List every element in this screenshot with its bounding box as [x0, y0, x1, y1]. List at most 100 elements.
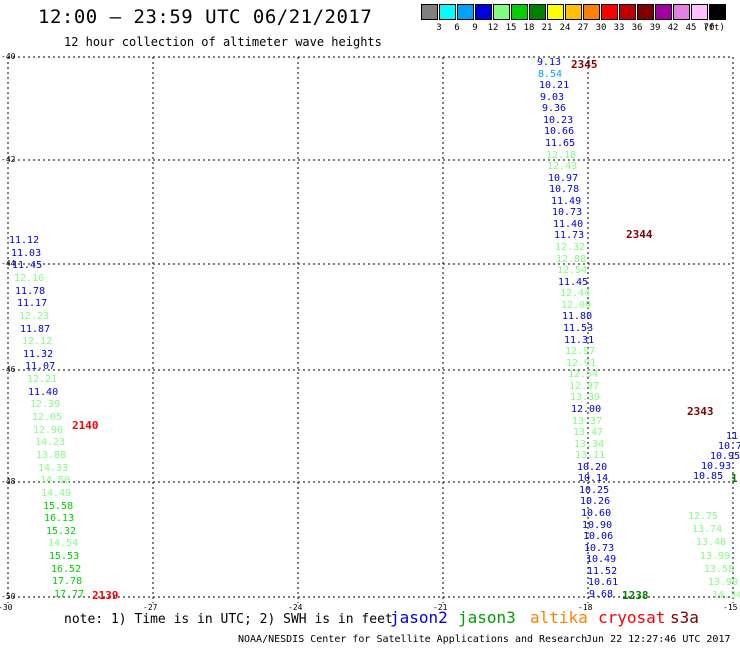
- swh-value: 11.87: [20, 324, 51, 335]
- legend-swatch: [529, 4, 546, 20]
- map-subtitle: 12 hour collection of altimeter wave hei…: [64, 35, 382, 49]
- swh-value: 11.40: [28, 387, 59, 398]
- swh-value: 13.48: [696, 537, 727, 548]
- swh-value: 11.49: [551, 196, 582, 207]
- legend-swatch: [565, 4, 582, 20]
- legend-swatch: [493, 4, 510, 20]
- legend-label: 45: [685, 23, 697, 33]
- swh-value: 13.34: [574, 439, 605, 450]
- legend-swatch: [511, 4, 528, 20]
- swh-value: 9.13: [537, 57, 562, 68]
- legend-label: 33: [613, 23, 625, 33]
- swh-value: 10.73: [552, 207, 583, 218]
- swh-value: 10.23: [543, 115, 574, 126]
- swh-value: 12.18: [546, 150, 577, 161]
- swh-value: 13.37: [572, 416, 603, 427]
- swh-value: 11.52: [587, 566, 618, 577]
- swh-value: 14.54: [48, 538, 79, 549]
- swh-value: 14.50: [40, 475, 71, 486]
- pass-time-label: 2344: [626, 228, 653, 241]
- swh-value: 13.99: [700, 551, 731, 562]
- swh-value: 9.36: [542, 103, 567, 114]
- swh-value: 8.54: [538, 69, 563, 80]
- swh-value: 15.58: [43, 501, 74, 512]
- swh-value: 10.26: [580, 496, 611, 507]
- swh-value: 10.60: [581, 508, 612, 519]
- swh-value: 11.12: [9, 235, 40, 246]
- swh-value: 14.34: [712, 590, 740, 601]
- swh-value: 12.16: [14, 273, 45, 284]
- footer-note: note: 1) Time is in UTC; 2) SWH is in fe…: [64, 612, 393, 627]
- legend-swatch: [421, 4, 438, 20]
- longitude-label: -24: [288, 603, 303, 612]
- swh-value: 12.97: [569, 381, 600, 392]
- swh-value: 12.23: [19, 311, 50, 322]
- latitude-label: -50: [1, 592, 16, 601]
- legend-label: 15: [505, 23, 517, 33]
- pass-time-label: 1238: [622, 589, 649, 602]
- swh-value: 12.39: [30, 399, 61, 410]
- pass-time-label: 2140: [72, 419, 99, 432]
- legend-label: 30: [595, 23, 607, 33]
- longitude-label: -15: [723, 603, 738, 612]
- longitude-label: -18: [578, 603, 593, 612]
- latitude-label: -48: [1, 477, 16, 486]
- legend-swatch: [583, 4, 600, 20]
- swh-value: 17.78: [52, 576, 83, 587]
- swh-value: 14.49: [41, 488, 72, 499]
- legend-swatch: [655, 4, 672, 20]
- longitude-label: -21: [433, 603, 448, 612]
- swh-value: 11.78: [15, 286, 46, 297]
- legend-label: 27: [577, 23, 589, 33]
- swh-value: 10.73: [584, 543, 615, 554]
- swh-value: 12.54: [568, 369, 599, 380]
- swh-value: 12.21: [27, 374, 58, 385]
- legend-label: 24: [559, 23, 571, 33]
- swh-value: 12.00: [571, 404, 602, 415]
- swh-value: 12.05: [32, 412, 63, 423]
- legend-swatch: [709, 4, 726, 20]
- longitude-label: -30: [0, 603, 13, 612]
- swh-value: 12.75: [688, 511, 719, 522]
- swh-value: 9.68: [589, 589, 614, 600]
- legend-swatch: [673, 4, 690, 20]
- satellite-name: cryosat: [598, 608, 666, 627]
- swh-value: 10.14: [578, 473, 609, 484]
- legend-swatch: [691, 4, 708, 20]
- swh-value: 15.53: [49, 551, 80, 562]
- swh-value: 13.39: [570, 392, 601, 403]
- swh-value: 13.58: [704, 564, 735, 575]
- swh-value: 10.21: [539, 80, 570, 91]
- legend-label: 9: [472, 23, 478, 33]
- swh-value: 12.32: [555, 242, 586, 253]
- swh-value: 11.32: [23, 349, 54, 360]
- swh-value: 10.20: [577, 462, 608, 473]
- latitude-label: -46: [1, 365, 16, 374]
- satellite-name: jason3: [458, 608, 516, 627]
- swh-value: 16.13: [44, 513, 75, 524]
- swh-value: 11.80: [562, 311, 593, 322]
- legend-swatch: [601, 4, 618, 20]
- swh-value: 10.06: [583, 531, 614, 542]
- swh-value: 12.44: [560, 288, 591, 299]
- swh-value: 13.11: [575, 450, 606, 461]
- legend-label: 12: [487, 23, 499, 33]
- swh-value: 14.23: [35, 437, 66, 448]
- legend-swatch: [547, 4, 564, 20]
- swh-value: 12.88: [556, 254, 587, 265]
- swh-value: 12.12: [22, 336, 53, 347]
- longitude-label: -27: [143, 603, 158, 612]
- pass-time-label: 2345: [571, 58, 598, 71]
- swh-value: 11.17: [17, 298, 48, 309]
- swh-value: 11.45: [12, 260, 43, 271]
- swh-value: 10.49: [586, 554, 617, 565]
- legend-swatch: [637, 4, 654, 20]
- swh-value: 10.7: [718, 441, 740, 452]
- swh-value: 12.97: [565, 346, 596, 357]
- legend-unit: (ft): [703, 23, 725, 33]
- swh-value: 11.31: [564, 335, 595, 346]
- swh-value: 10.25: [579, 485, 610, 496]
- legend-swatch: [619, 4, 636, 20]
- swh-value: 10.97: [548, 173, 579, 184]
